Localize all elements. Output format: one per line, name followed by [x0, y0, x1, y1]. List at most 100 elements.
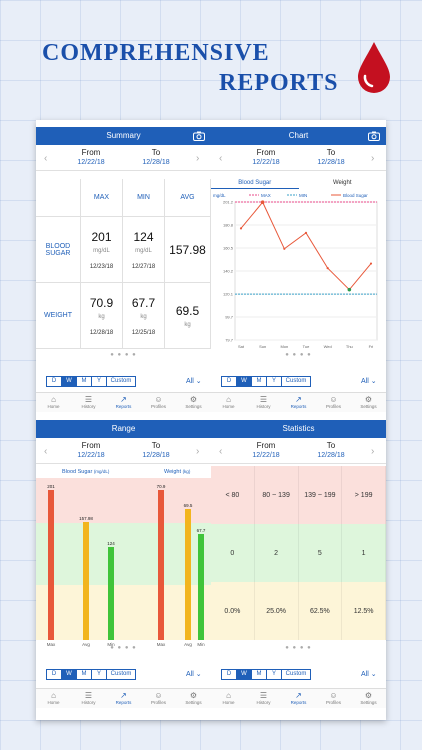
- tab-settings[interactable]: ⚙ Settings: [351, 689, 386, 708]
- range-bar-category: Min: [197, 642, 205, 647]
- bs-min-value: 124: [133, 229, 154, 244]
- chevron-left-icon[interactable]: ‹: [44, 153, 48, 164]
- tab-blood-sugar[interactable]: Blood Sugar: [211, 177, 299, 189]
- gear-icon: ⚙: [364, 395, 373, 404]
- seg-w[interactable]: W: [61, 669, 76, 680]
- chevron-right-icon[interactable]: ›: [371, 153, 375, 164]
- all-filter[interactable]: All ⌄: [186, 377, 202, 385]
- seg-y[interactable]: Y: [266, 669, 281, 680]
- x-tick-label: Fri: [369, 344, 374, 349]
- to-label: To: [326, 441, 336, 450]
- from-date[interactable]: 12/22/18: [77, 159, 105, 166]
- seg-y[interactable]: Y: [266, 376, 281, 387]
- tab-label: Settings: [185, 404, 202, 409]
- tab-weight[interactable]: Weight: [332, 180, 352, 186]
- seg-m[interactable]: M: [251, 376, 266, 387]
- range-date-range: ‹ From 12/22/18 To 12/28/18 ›: [36, 438, 211, 464]
- tab-settings[interactable]: ⚙ Settings: [351, 393, 386, 412]
- seg-m[interactable]: M: [251, 669, 266, 680]
- to-date[interactable]: 12/28/18: [317, 159, 345, 166]
- seg-custom[interactable]: Custom: [106, 376, 136, 387]
- tab-profiles[interactable]: ☺ Profiles: [316, 393, 351, 412]
- seg-d[interactable]: D: [46, 376, 61, 387]
- all-label: All: [361, 671, 369, 678]
- home-icon: ⌂: [226, 395, 231, 404]
- list-icon: ☰: [84, 691, 93, 700]
- y-tick-label: 79.7: [225, 338, 234, 343]
- seg-d[interactable]: D: [221, 669, 236, 680]
- tab-history[interactable]: ☰ History: [71, 393, 106, 412]
- col-header-avg: AVG: [165, 179, 211, 217]
- tab-home[interactable]: ⌂ Home: [211, 393, 246, 412]
- bs-max-value: 201: [91, 229, 112, 244]
- tab-profiles[interactable]: ☺ Profiles: [141, 689, 176, 708]
- tab-reports[interactable]: ↗ Reports: [281, 689, 316, 708]
- range-bar-value: 67.7: [196, 528, 206, 534]
- seg-y[interactable]: Y: [91, 376, 106, 387]
- chevron-left-icon[interactable]: ‹: [219, 153, 223, 164]
- tab-history[interactable]: ☰ History: [246, 393, 281, 412]
- tab-home[interactable]: ⌂ Home: [36, 689, 71, 708]
- all-filter[interactable]: All ⌄: [186, 670, 202, 678]
- to-date[interactable]: 12/28/18: [142, 452, 170, 459]
- seg-custom[interactable]: Custom: [281, 669, 311, 680]
- all-filter[interactable]: All ⌄: [361, 377, 377, 385]
- all-filter[interactable]: All ⌄: [361, 670, 377, 678]
- chevron-right-icon[interactable]: ›: [196, 446, 200, 457]
- tab-reports[interactable]: ↗ Reports: [106, 393, 141, 412]
- data-point: [239, 227, 243, 230]
- tab-history[interactable]: ☰ History: [71, 689, 106, 708]
- users-icon: ☺: [154, 691, 163, 700]
- chart-header: Chart: [211, 127, 386, 145]
- seg-d[interactable]: D: [46, 669, 61, 680]
- tab-profiles[interactable]: ☺ Profiles: [316, 689, 351, 708]
- chevron-right-icon[interactable]: ›: [371, 446, 375, 457]
- range-bar: [185, 509, 191, 640]
- wt-max-date: 12/28/18: [89, 329, 114, 336]
- legend-max: MAX: [261, 193, 271, 198]
- tab-settings[interactable]: ⚙ Settings: [176, 689, 211, 708]
- tab-label: History: [81, 404, 96, 409]
- range-bar: [108, 547, 114, 640]
- seg-w[interactable]: W: [236, 669, 251, 680]
- from-date[interactable]: 12/22/18: [252, 159, 280, 166]
- tab-label: History: [256, 404, 271, 409]
- wt-min-unit: kg: [140, 313, 147, 320]
- range-header: Range: [36, 420, 211, 438]
- y-tick-label: 120.1: [223, 292, 234, 297]
- tab-settings[interactable]: ⚙ Settings: [176, 393, 211, 412]
- tab-reports[interactable]: ↗ Reports: [281, 393, 316, 412]
- tab-reports[interactable]: ↗ Reports: [106, 689, 141, 708]
- tab-label: Home: [222, 404, 235, 409]
- bs-avg-value: 157.98: [169, 242, 206, 257]
- range-zone-high: [36, 478, 211, 523]
- range-bar-value: 69.5: [183, 503, 193, 509]
- trend-icon: ↗: [120, 691, 127, 700]
- from-date[interactable]: 12/22/18: [252, 452, 280, 459]
- seg-w[interactable]: W: [61, 376, 76, 387]
- seg-custom[interactable]: Custom: [106, 669, 136, 680]
- seg-y[interactable]: Y: [91, 669, 106, 680]
- to-date[interactable]: 12/28/18: [317, 452, 345, 459]
- seg-d[interactable]: D: [221, 376, 236, 387]
- tab-home[interactable]: ⌂ Home: [36, 393, 71, 412]
- chevron-right-icon[interactable]: ›: [196, 153, 200, 164]
- tab-history[interactable]: ☰ History: [246, 689, 281, 708]
- to-date[interactable]: 12/28/18: [142, 159, 170, 166]
- chevron-left-icon[interactable]: ‹: [44, 446, 48, 457]
- seg-w[interactable]: W: [236, 376, 251, 387]
- seg-m[interactable]: M: [76, 669, 91, 680]
- tab-home[interactable]: ⌂ Home: [211, 689, 246, 708]
- chart-title: Chart: [288, 131, 309, 140]
- camera-icon[interactable]: [193, 131, 205, 141]
- seg-custom[interactable]: Custom: [281, 376, 311, 387]
- camera-icon[interactable]: [368, 131, 380, 141]
- range-bar-category: Min: [107, 642, 115, 647]
- tab-profiles[interactable]: ☺ Profiles: [141, 393, 176, 412]
- chevron-left-icon[interactable]: ‹: [219, 446, 223, 457]
- seg-m[interactable]: M: [76, 376, 91, 387]
- from-date[interactable]: 12/22/18: [77, 452, 105, 459]
- tab-label: History: [256, 700, 271, 705]
- y-tick-label: 99.7: [225, 315, 234, 320]
- stat-cell: 0: [211, 524, 255, 582]
